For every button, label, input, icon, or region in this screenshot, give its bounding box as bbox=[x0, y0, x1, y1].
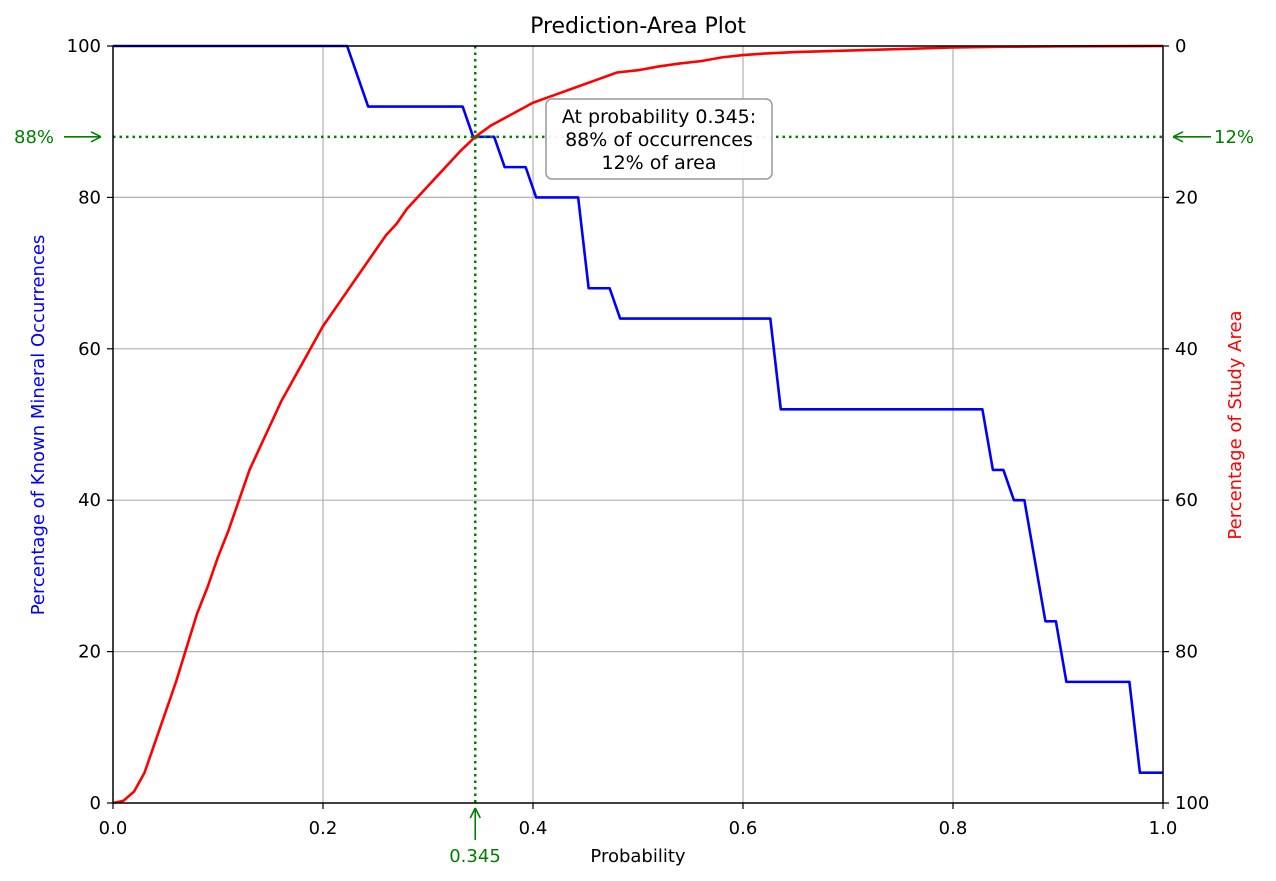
intersection-markers: 88% 12% 0.345 bbox=[14, 127, 1254, 867]
y-right-tick-label: 20 bbox=[1175, 187, 1198, 208]
annotation-box bbox=[545, 98, 773, 180]
y-right-tick-label: 40 bbox=[1175, 339, 1198, 360]
y-axis-right-title: Percentage of Study Area bbox=[1225, 310, 1246, 539]
x-tick-label: 0.6 bbox=[729, 818, 758, 839]
y-right-tick-label: 100 bbox=[1175, 793, 1209, 814]
x-tick-label: 1.0 bbox=[1149, 818, 1178, 839]
right-arrow-head bbox=[1172, 131, 1184, 143]
x-tick-label: 0.8 bbox=[939, 818, 968, 839]
x-tick-label: 0.2 bbox=[309, 818, 338, 839]
axis-ticks: 0.0 0.2 0.4 0.6 0.8 1.0 0 20 40 60 80 100 100 80 60 40 2… bbox=[67, 36, 1210, 839]
y-right-tick-label: 0 bbox=[1175, 36, 1186, 57]
y-left-tick-label: 100 bbox=[67, 36, 101, 57]
right-percent-label: 12% bbox=[1214, 127, 1254, 148]
y-left-tick-label: 0 bbox=[90, 793, 101, 814]
intersection-annotation: At probability 0.345: 88% of occurrences… bbox=[545, 98, 773, 180]
probability-label: 0.345 bbox=[449, 846, 501, 867]
y-right-tick-label: 60 bbox=[1175, 490, 1198, 511]
y-right-tick-label: 80 bbox=[1175, 642, 1198, 663]
chart-title: Prediction-Area Plot bbox=[530, 14, 746, 39]
y-left-tick-label: 40 bbox=[78, 490, 101, 511]
x-tick-label: 0.4 bbox=[519, 818, 548, 839]
annotation-line-1: At probability 0.345: bbox=[562, 106, 756, 128]
x-axis-title: Probability bbox=[590, 846, 685, 867]
y-left-tick-label: 20 bbox=[78, 642, 101, 663]
annotation-line-2: 88% of occurrences bbox=[565, 129, 753, 151]
series-layer bbox=[112, 44, 1164, 805]
y-left-tick-label: 60 bbox=[78, 339, 101, 360]
y-axis-left-title: Percentage of Known Mineral Occurrences bbox=[28, 235, 49, 616]
bottom-arrow-head bbox=[469, 807, 481, 819]
area-curve bbox=[112, 44, 1164, 805]
reference-lines bbox=[113, 46, 1163, 803]
x-tick-label: 0.0 bbox=[99, 818, 128, 839]
y-left-tick-label: 80 bbox=[78, 187, 101, 208]
plot-frame bbox=[112, 45, 1164, 804]
left-percent-label: 88% bbox=[14, 127, 54, 148]
annotation-line-3: 12% of area bbox=[602, 152, 717, 174]
left-arrow-head bbox=[90, 131, 102, 143]
